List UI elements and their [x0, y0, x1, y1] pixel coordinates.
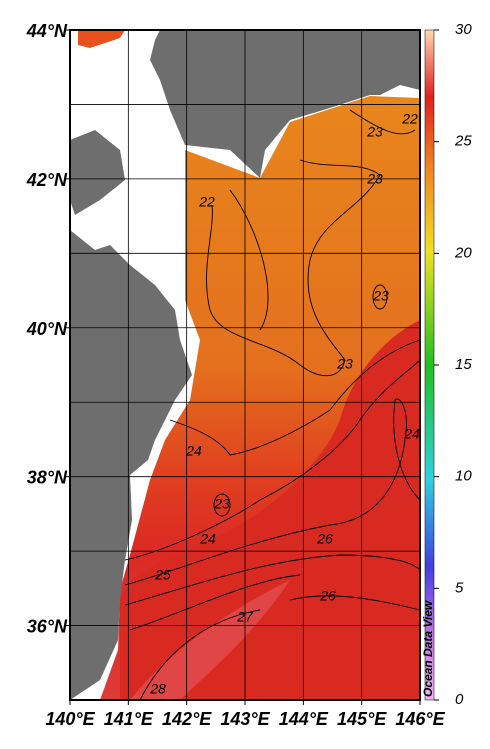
- colorbar-tick-label: 10: [455, 468, 472, 485]
- lat-tick-label: 38°N: [27, 468, 68, 488]
- contour-line: [124, 398, 421, 586]
- contour-label: 23: [372, 288, 389, 304]
- colorbar: [424, 29, 435, 701]
- contour-label: 26: [319, 588, 336, 604]
- contour-line: [372, 284, 388, 310]
- colorbar-tick-label: 20: [454, 244, 472, 261]
- contour-label: 24: [199, 531, 216, 547]
- land-hokkaido: [150, 30, 420, 178]
- contour-label: 27: [236, 609, 254, 625]
- contour-label: 23: [366, 124, 383, 140]
- warm-core: [130, 580, 290, 700]
- contour-label: 23: [366, 171, 383, 187]
- lat-tick-label: 36°N: [27, 617, 68, 637]
- land: [70, 30, 420, 700]
- lon-tick-label: 140°E: [45, 709, 95, 729]
- contour-label: 24: [185, 443, 202, 459]
- contour-label: 28: [149, 681, 166, 697]
- contour-line: [229, 189, 269, 331]
- contour-line: [213, 493, 231, 517]
- contour-label: 23: [213, 496, 230, 512]
- contour-line: [139, 609, 261, 701]
- data-field: [78, 30, 420, 700]
- contour-label: 25: [154, 567, 171, 583]
- contour-label: 24: [403, 426, 420, 442]
- contour-label: 22: [198, 194, 215, 210]
- contour-line: [129, 574, 301, 631]
- lat-tick-label: 40°N: [26, 319, 68, 339]
- lon-tick-label: 141°E: [104, 709, 154, 729]
- contour-label: 26: [316, 531, 333, 547]
- colorbar-tick-label: 0: [455, 691, 464, 708]
- lon-tick-label: 144°E: [279, 709, 329, 729]
- land-peninsula: [70, 130, 125, 215]
- contour-label: 22: [401, 111, 418, 127]
- warm-band: [120, 320, 420, 700]
- lat-tick-label: 44°N: [26, 21, 68, 41]
- lon-tick-label: 142°E: [162, 709, 212, 729]
- contour-line: [349, 109, 416, 135]
- colorbar-tick-label: 25: [454, 133, 472, 150]
- colorbar-tick-label: 5: [455, 579, 464, 596]
- sea-field-nw: [78, 30, 125, 48]
- watermark: Ocean Data View: [421, 600, 435, 697]
- lon-tick-label: 143°E: [220, 709, 270, 729]
- colorbar-tick-label: 15: [455, 356, 472, 373]
- lon-tick-label: 146°E: [395, 709, 445, 729]
- lon-tick-label: 145°E: [337, 709, 387, 729]
- contour-line: [124, 554, 421, 606]
- contour-line: [169, 339, 421, 456]
- contour-line: [206, 159, 381, 377]
- contours: [124, 109, 421, 701]
- contour-line: [124, 359, 421, 561]
- contour-label: 23: [336, 356, 353, 372]
- colorbar-tick-label: 30: [455, 21, 472, 38]
- land-honshu: [70, 230, 192, 700]
- lat-tick-label: 42°N: [26, 170, 68, 190]
